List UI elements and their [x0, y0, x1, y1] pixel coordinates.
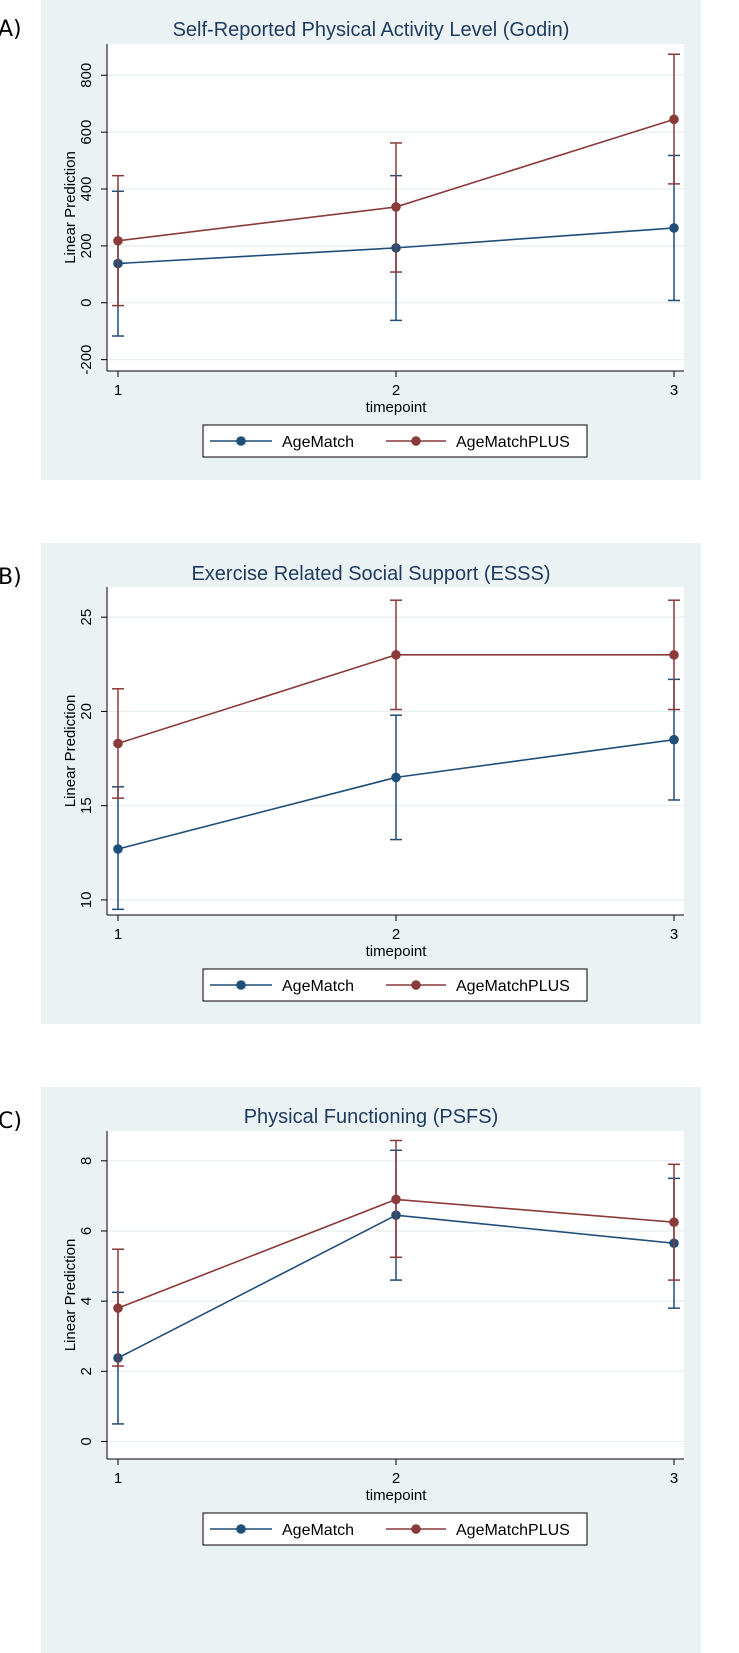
- legend-marker: [236, 436, 246, 446]
- y-tick-label: 4: [78, 1297, 95, 1305]
- chart-panel-3: C) Physical Functioning (PSFS) 0 2 4 6 8 1 2 3 tim…: [0, 1087, 701, 1653]
- y-tick-label: 200: [78, 233, 95, 258]
- y-tick-label: 0: [78, 299, 95, 307]
- legend: AgeMatch AgeMatchPLUS: [202, 424, 588, 458]
- y-tick-label: 6: [78, 1227, 95, 1235]
- legend-item-agematchplus: AgeMatchPLUS: [386, 434, 570, 451]
- legend-label: AgeMatch: [282, 1522, 354, 1539]
- legend: AgeMatch AgeMatchPLUS: [202, 1512, 588, 1546]
- x-tick-label: 3: [670, 1470, 678, 1487]
- legend-label: AgeMatch: [282, 434, 354, 451]
- legend-item-agematch: AgeMatch: [210, 978, 354, 995]
- legend-marker: [411, 1524, 421, 1534]
- data-point: [669, 114, 679, 125]
- data-point: [669, 223, 679, 233]
- legend-item-agematch: AgeMatch: [210, 1522, 354, 1539]
- legend-marker: [236, 980, 246, 990]
- panel-label: B): [0, 565, 22, 590]
- legend-label: AgeMatch: [282, 978, 354, 995]
- y-axis-title: Linear Prediction: [62, 1239, 79, 1352]
- data-point: [669, 734, 679, 745]
- x-axis-title: timepoint: [366, 943, 428, 960]
- y-tick-label: 15: [78, 797, 95, 814]
- legend-marker: [411, 980, 421, 990]
- y-tick-label: 10: [78, 892, 95, 909]
- y-axis-title: Linear Prediction: [62, 151, 79, 264]
- y-tick-label: 25: [78, 609, 95, 626]
- data-point: [113, 844, 123, 854]
- legend-item-agematchplus: AgeMatchPLUS: [386, 978, 570, 995]
- y-tick-label: 2: [78, 1367, 95, 1375]
- y-tick-label: 8: [78, 1157, 95, 1165]
- data-point: [391, 1194, 401, 1205]
- x-tick-label: 1: [114, 382, 122, 399]
- legend-marker: [236, 1524, 246, 1534]
- legend-label: AgeMatchPLUS: [456, 978, 570, 995]
- data-point: [113, 738, 123, 749]
- chart-panel-1: A) Self-Reported Physical Activity Level …: [0, 0, 701, 480]
- legend-label: AgeMatchPLUS: [456, 1522, 570, 1539]
- y-tick-label: 800: [78, 63, 95, 88]
- y-tick-label: 600: [78, 120, 95, 145]
- data-point: [391, 650, 401, 660]
- x-tick-label: 1: [114, 1470, 122, 1487]
- y-tick-label: 20: [78, 703, 95, 720]
- series-agematchplus: [112, 599, 680, 799]
- y-axis-title: Linear Prediction: [62, 695, 79, 808]
- y-tick-label: 400: [78, 177, 95, 202]
- chart-title: Exercise Related Social Support (ESSS): [191, 563, 550, 585]
- data-point: [113, 235, 123, 246]
- chart-panel-2: B) Exercise Related Social Support (ESSS)…: [0, 543, 701, 1024]
- y-tick-label: 0: [78, 1437, 95, 1445]
- x-axis-title: timepoint: [366, 1487, 428, 1504]
- y-tick-label: -200: [78, 345, 95, 375]
- legend-item-agematch: AgeMatch: [210, 434, 354, 451]
- series-agematchplus: [112, 1139, 680, 1367]
- x-tick-label: 3: [670, 926, 678, 943]
- chart-title: Physical Functioning (PSFS): [244, 1106, 499, 1128]
- panel-label: C): [0, 1109, 22, 1134]
- data-point: [669, 650, 679, 660]
- x-tick-label: 3: [670, 382, 678, 399]
- legend-label: AgeMatchPLUS: [456, 434, 570, 451]
- legend-item-agematchplus: AgeMatchPLUS: [386, 1522, 570, 1539]
- data-point: [391, 772, 401, 783]
- x-tick-label: 2: [392, 926, 400, 943]
- data-point: [113, 1303, 123, 1313]
- x-axis-title: timepoint: [366, 399, 428, 416]
- data-point: [391, 202, 401, 212]
- panel-label: A): [0, 17, 22, 42]
- legend: AgeMatch AgeMatchPLUS: [202, 968, 588, 1002]
- x-tick-label: 1: [114, 926, 122, 943]
- x-tick-label: 2: [392, 382, 400, 399]
- chart-title: Self-Reported Physical Activity Level (G…: [173, 19, 570, 41]
- legend-marker: [411, 436, 421, 446]
- x-tick-label: 2: [392, 1470, 400, 1487]
- data-point: [669, 1217, 679, 1228]
- series-agematchplus: [112, 53, 680, 307]
